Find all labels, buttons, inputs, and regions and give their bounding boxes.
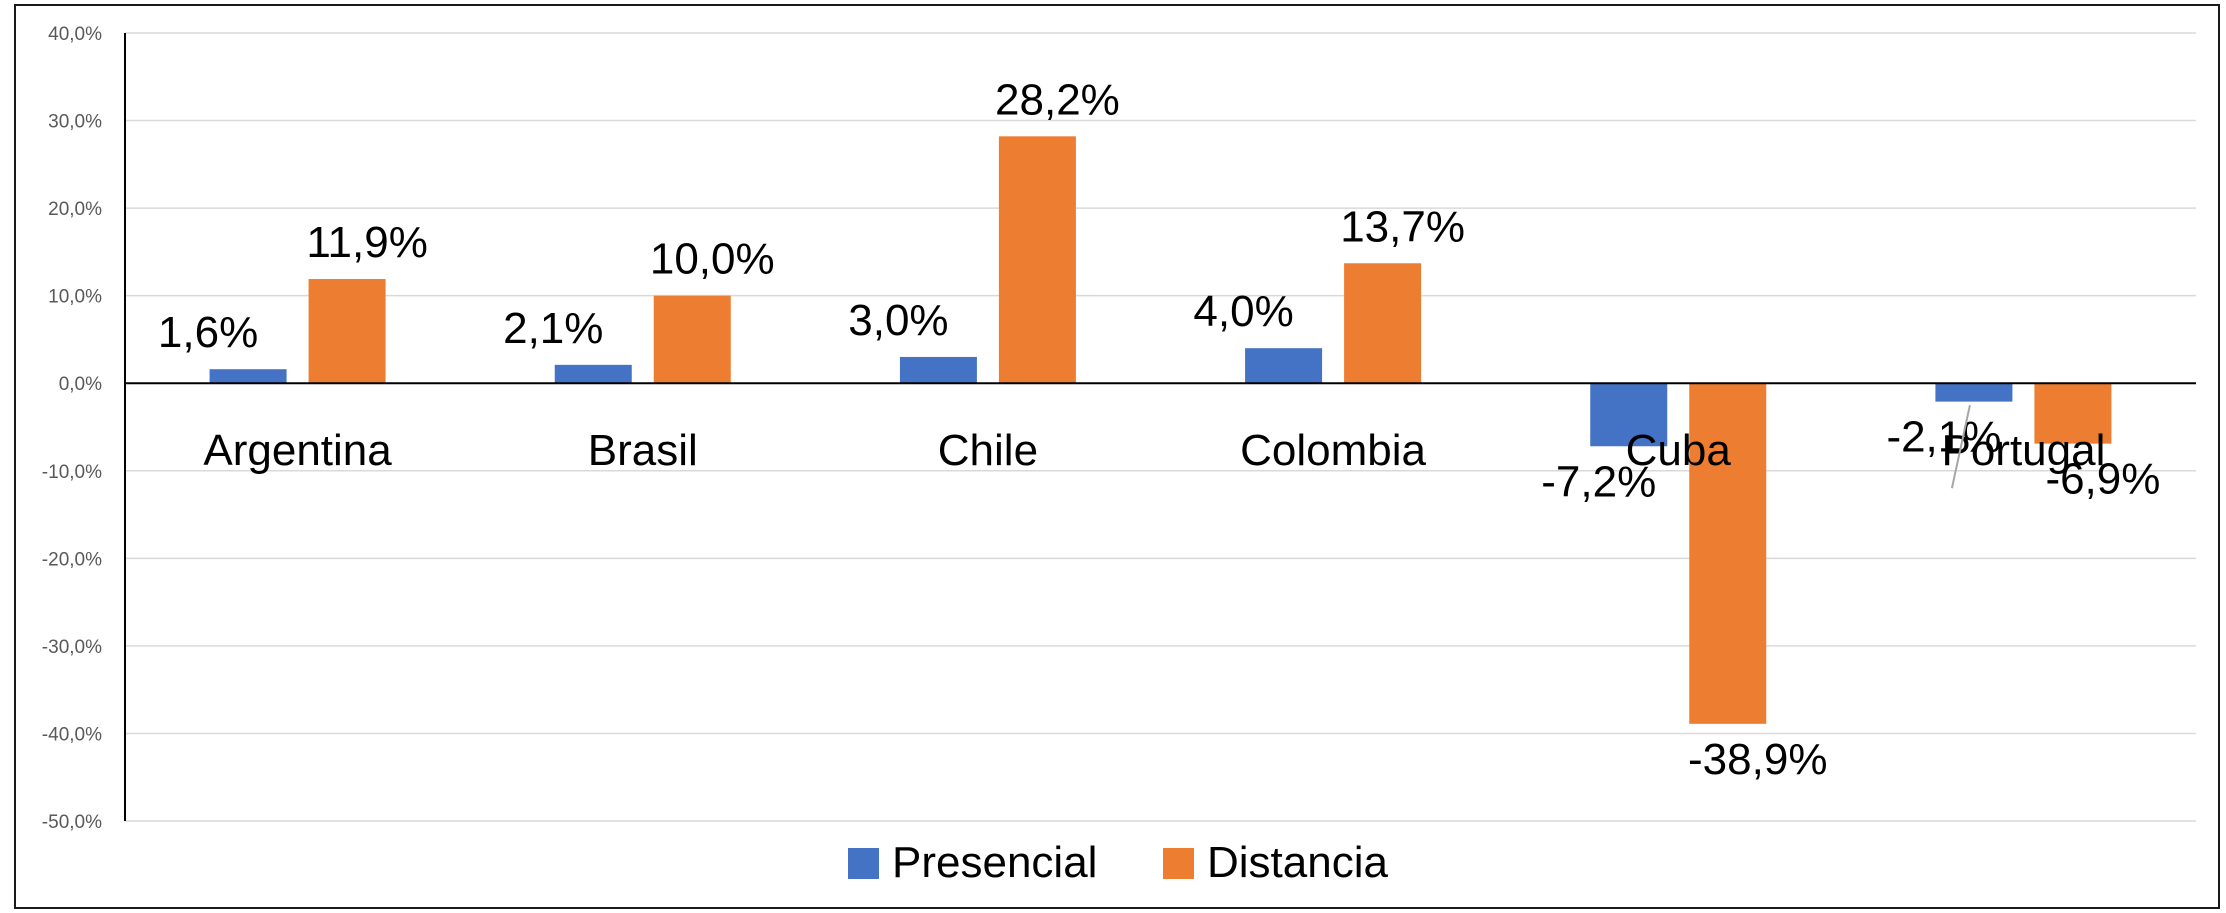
bar-distancia bbox=[1344, 263, 1422, 384]
bars bbox=[209, 136, 2112, 724]
bar-presencial bbox=[1590, 383, 1668, 447]
category-label: Chile bbox=[938, 426, 1038, 475]
category-label: Colombia bbox=[1240, 426, 1426, 475]
data-label: 1,6% bbox=[158, 308, 258, 357]
data-label: 11,9% bbox=[306, 218, 428, 267]
y-tick-label: -50,0% bbox=[42, 812, 102, 833]
data-label: -7,2% bbox=[1541, 457, 1656, 506]
data-label: 10,0% bbox=[650, 235, 775, 284]
data-label: -2,1% bbox=[1886, 413, 2001, 462]
legend-swatch bbox=[848, 848, 879, 879]
bar-presencial bbox=[899, 356, 977, 384]
data-label: 28,2% bbox=[995, 75, 1120, 124]
y-axis-ticks: 40,0% 30,0% 20,0% 10,0% 0,0% -10,0% -20,0% -30,… bbox=[42, 24, 102, 833]
bar-distancia bbox=[2034, 383, 2112, 444]
y-tick-label: -20,0% bbox=[42, 549, 102, 570]
data-label: 13,7% bbox=[1340, 202, 1465, 251]
data-label: -6,9% bbox=[2045, 455, 2160, 504]
y-tick-label: 0,0% bbox=[59, 374, 102, 395]
data-label: 4,0% bbox=[1193, 287, 1293, 336]
category-label: Argentina bbox=[203, 426, 392, 475]
legend-label: Presencial bbox=[892, 838, 1097, 887]
legend: Presencial Distancia bbox=[848, 838, 1388, 887]
y-tick-label: -30,0% bbox=[42, 637, 102, 658]
category-label: Brasil bbox=[588, 426, 698, 475]
legend-label: Distancia bbox=[1207, 838, 1388, 887]
y-tick-label: 20,0% bbox=[48, 199, 102, 220]
y-tick-label: 40,0% bbox=[48, 24, 102, 45]
bar-distancia bbox=[998, 136, 1076, 384]
category-labels: Argentina Brasil Chile Colombia Cuba Portugal bbox=[203, 426, 2105, 475]
y-tick-label: 10,0% bbox=[48, 287, 102, 308]
y-tick-label: -40,0% bbox=[42, 724, 102, 745]
leader-line bbox=[1950, 405, 1971, 489]
gridlines bbox=[125, 32, 2196, 822]
legend-swatch bbox=[1163, 848, 1194, 879]
data-label: 3,0% bbox=[848, 296, 948, 345]
bar-presencial bbox=[209, 369, 287, 384]
category-label: Portugal bbox=[1941, 426, 2105, 475]
bar-distancia bbox=[308, 279, 386, 384]
category-label: Cuba bbox=[1626, 426, 1732, 475]
bar-presencial bbox=[554, 364, 632, 384]
y-tick-label: -10,0% bbox=[42, 462, 102, 483]
bar-presencial bbox=[1935, 383, 2013, 402]
y-tick-label: 30,0% bbox=[48, 112, 102, 133]
data-labels: 1,6% 11,9% 2,1% 10,0% 3,0% 28,2% 4,0% 13,7% -7,2… bbox=[158, 75, 2160, 783]
bar-presencial bbox=[1245, 348, 1323, 384]
bar-distancia bbox=[653, 295, 731, 384]
chart-frame bbox=[14, 4, 2220, 909]
bar-distancia bbox=[1689, 383, 1767, 724]
data-label: 2,1% bbox=[503, 304, 603, 353]
data-label: -38,9% bbox=[1688, 735, 1827, 784]
